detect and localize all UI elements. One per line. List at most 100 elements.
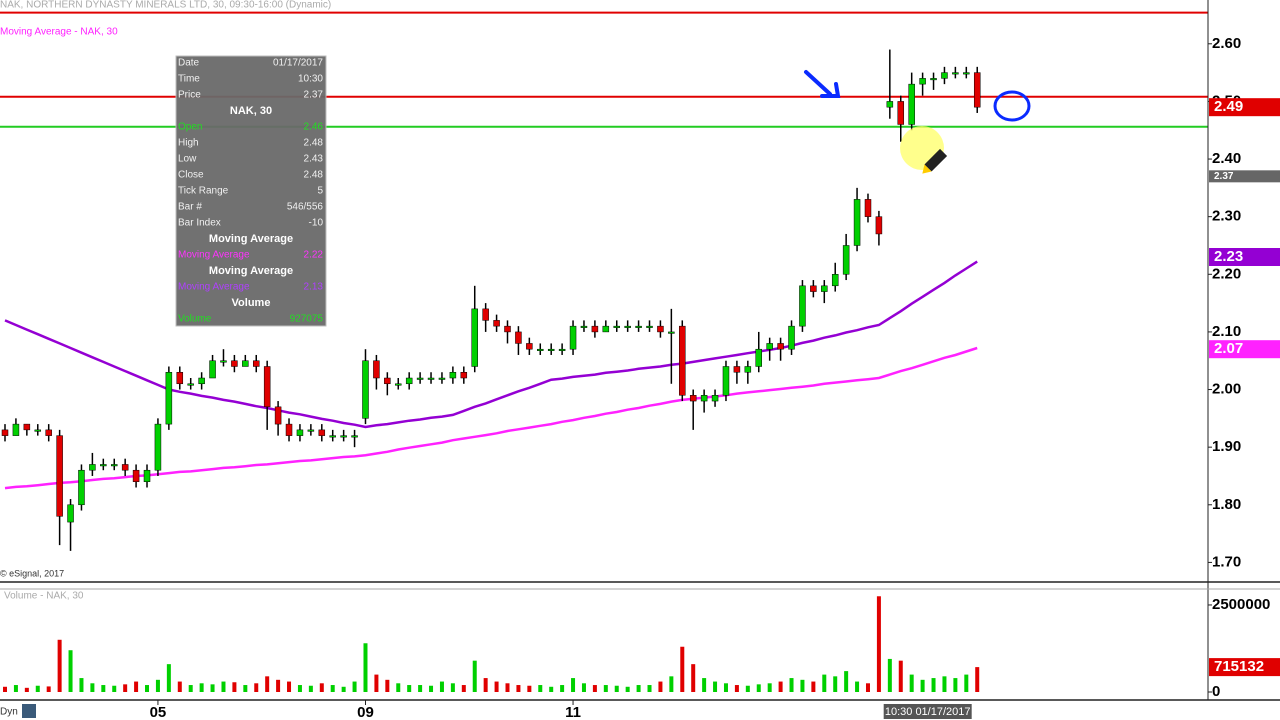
data-window-value: 01/17/2017: [273, 58, 323, 69]
volume-tag: [1209, 658, 1280, 677]
x-tick-label: 11: [565, 704, 581, 720]
data-window-label: Bar Index: [178, 218, 221, 229]
volume-bar: [691, 664, 696, 692]
y-tick-label: 2.30: [1212, 208, 1241, 225]
candle-body: [613, 325, 620, 328]
candle-body: [482, 308, 489, 321]
data-window-label: Date: [178, 58, 200, 69]
candle-body: [744, 366, 752, 373]
axis-tag: [1209, 340, 1280, 359]
axis-tag: [1209, 170, 1280, 183]
candle-body: [209, 360, 216, 379]
volume-bar: [297, 685, 302, 692]
data-window-label: Price: [178, 90, 201, 101]
annotation-circle: [993, 90, 1031, 122]
chart-title: NAK, NORTHERN DYNASTY MINERALS LTD, 30, …: [0, 0, 331, 11]
candle-body: [515, 331, 522, 344]
volume-bar: [3, 686, 7, 692]
axis-tag: [1209, 98, 1280, 117]
volume-bar: [669, 676, 674, 692]
volume-bar: [581, 683, 586, 692]
data-window-header: Moving Average: [209, 233, 293, 245]
candle-body: [963, 72, 970, 75]
candle-body: [253, 360, 260, 367]
candle-body: [100, 464, 107, 467]
candle-body: [799, 285, 806, 327]
axis-tag-label: 2.49: [1214, 98, 1243, 115]
candle-body: [668, 331, 675, 334]
legend-text: Moving Average - NAK, 30: [0, 27, 118, 38]
volume-bar: [527, 685, 532, 692]
candle-body: [580, 325, 588, 328]
corner-icon: [22, 704, 36, 718]
candle-body: [635, 325, 642, 328]
volume-bar: [942, 676, 947, 692]
volume-bar: [975, 667, 980, 692]
volume-bar: [429, 685, 434, 692]
data-window-label: Bar #: [178, 202, 202, 213]
volume-bar: [68, 650, 73, 692]
volume-bar: [844, 671, 849, 692]
candle-body: [274, 406, 282, 425]
volume-bar: [702, 678, 707, 692]
volume-bar: [964, 674, 969, 692]
candle-body: [952, 72, 959, 75]
data-window-value: -10: [309, 218, 324, 229]
volume-bar: [450, 683, 455, 692]
candle-body: [602, 325, 610, 333]
volume-bar: [461, 685, 466, 692]
volume-bar: [898, 660, 903, 692]
volume-bar: [647, 685, 652, 692]
volume-bar: [494, 681, 499, 692]
data-window-value: 2.13: [304, 282, 324, 293]
candle-body: [340, 435, 347, 438]
axis-tag-label: 2.23: [1214, 248, 1243, 265]
candle-body: [56, 435, 63, 517]
volume-bar: [636, 685, 641, 692]
copyright: © eSignal, 2017: [0, 568, 64, 578]
candle-body: [558, 348, 566, 351]
volume-bar: [723, 683, 728, 692]
volume-bar: [330, 685, 335, 692]
volume-bar: [439, 681, 444, 692]
candle-body: [198, 377, 205, 385]
data-window-value: 2.48: [304, 138, 324, 149]
candle-body: [1, 429, 9, 436]
data-window-value: 2.43: [304, 154, 324, 165]
candle-body: [176, 371, 184, 385]
data-window-value: 927075: [290, 314, 324, 325]
candle-body: [657, 325, 664, 333]
axis-tag-label: 2.37: [1214, 171, 1234, 182]
volume-bar: [472, 660, 477, 692]
candle-body: [329, 435, 336, 438]
volume-bar: [931, 678, 936, 692]
y-tick-label: 2.60: [1212, 35, 1241, 52]
candle-body: [624, 325, 631, 328]
volume-bar: [134, 681, 139, 692]
volume-bar: [287, 681, 292, 692]
candle-body: [689, 395, 697, 402]
data-window: Date 01/17/2017 Time 10:30 Price 2.37 NAK, 30 O…: [175, 55, 327, 327]
x-tick-label: 10:30 01/17/2017: [885, 706, 971, 718]
volume-bar: [953, 678, 958, 692]
volume-bar: [166, 664, 171, 692]
volume-bar: [374, 674, 379, 692]
candle-body: [493, 320, 500, 327]
volume-bar: [308, 685, 313, 692]
volume-bar: [243, 685, 248, 692]
data-window-label: Low: [178, 154, 197, 165]
volume-bar: [254, 683, 259, 692]
candle-body: [34, 429, 42, 432]
volume-bar: [210, 684, 215, 692]
volume-bar: [13, 685, 18, 692]
volume-bar: [614, 685, 619, 692]
volume-bar: [887, 658, 892, 692]
data-window-header: Moving Average: [209, 265, 293, 277]
axis-tag-label: 2.07: [1214, 340, 1243, 357]
volume-tick-label: 0: [1212, 683, 1220, 700]
data-window-label: Close: [178, 170, 204, 181]
y-tick-label: 2.00: [1212, 381, 1241, 398]
candle-body: [777, 343, 784, 350]
volume-bar: [123, 684, 128, 692]
